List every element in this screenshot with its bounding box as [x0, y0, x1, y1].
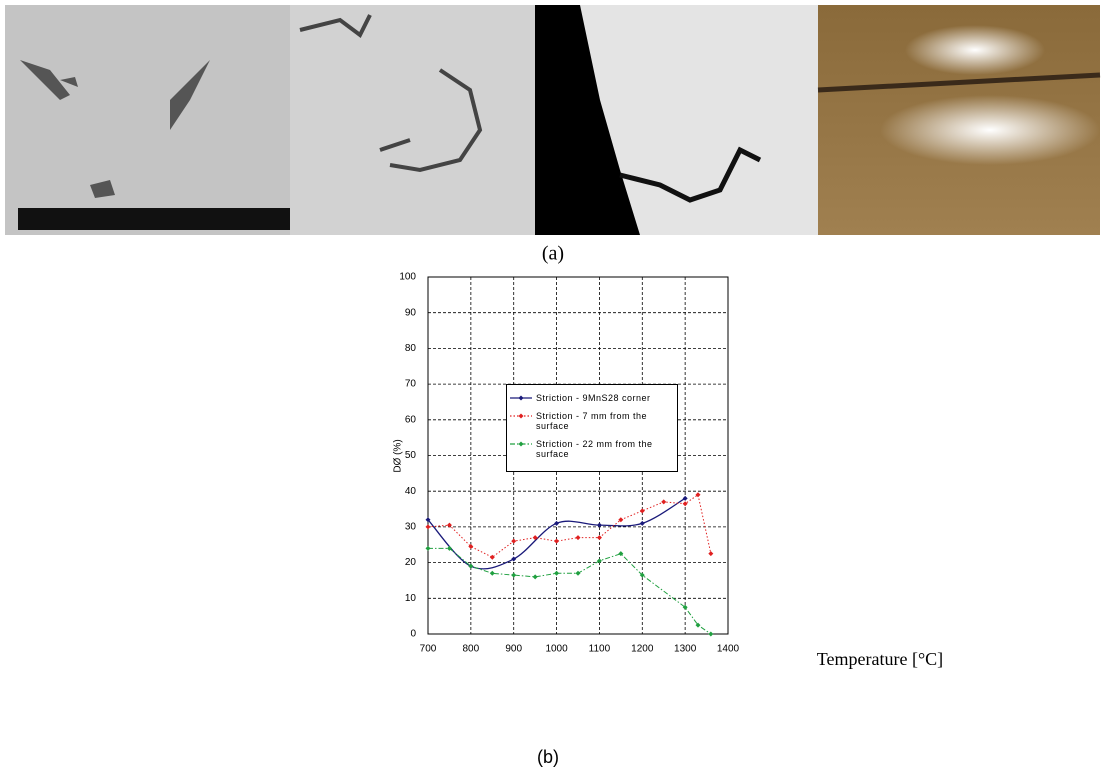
y-tick-label: 90	[405, 307, 417, 318]
data-point	[661, 499, 666, 504]
x-tick-label: 1200	[631, 644, 654, 655]
y-tick-label: 40	[405, 486, 417, 497]
data-point	[426, 524, 431, 529]
y-axis-label: DØ (%)	[393, 439, 404, 472]
data-point	[490, 571, 495, 576]
data-point	[576, 571, 581, 576]
data-point	[511, 539, 516, 544]
x-tick-label: 900	[505, 644, 522, 655]
legend: Striction - 9MnS28 corner Striction - 7 m…	[506, 384, 678, 472]
x-tick-label: 800	[463, 644, 480, 655]
panel-label: (a)	[542, 243, 564, 265]
x-tick-label: 1400	[717, 644, 740, 655]
y-tick-label: 0	[410, 629, 416, 640]
data-point	[533, 574, 538, 579]
data-point	[426, 546, 431, 551]
legend-label: Striction - 9MnS28 corner	[536, 393, 651, 403]
data-point	[597, 558, 602, 563]
data-point	[597, 523, 602, 528]
micrographs	[5, 5, 1100, 235]
legend-label: Striction - 7 mm from the surface	[536, 411, 675, 431]
data-point	[554, 539, 559, 544]
legend-entry: Striction - 7 mm from the surface	[509, 411, 675, 431]
data-point	[511, 557, 516, 562]
page: (a) (b) Temperature [°C] DØ (%) 0 10 20 30 4…	[0, 0, 1106, 773]
y-tick-label: 70	[405, 379, 417, 390]
y-tick-label: 60	[405, 414, 417, 425]
legend-marker	[519, 442, 524, 447]
y-tick-label: 100	[399, 272, 416, 283]
data-point	[597, 535, 602, 540]
legend-entry: Striction - 9MnS28 corner	[509, 393, 675, 403]
data-point	[511, 573, 516, 578]
data-point	[708, 632, 713, 637]
y-tick-label: 50	[405, 450, 417, 461]
x-tick-label: 1000	[545, 644, 568, 655]
x-tick-label: 1300	[674, 644, 697, 655]
x-axis-label: Temperature [°C]	[817, 649, 943, 669]
x-tick-label: 700	[420, 644, 437, 655]
x-tick-label: 1100	[589, 644, 611, 655]
y-tick-label: 80	[405, 343, 417, 354]
y-tick-label: 20	[405, 557, 417, 568]
y-tick-label: 30	[405, 522, 417, 533]
legend-marker	[519, 414, 524, 419]
legend-marker	[519, 396, 524, 401]
data-point	[554, 521, 559, 526]
series-line	[428, 548, 711, 634]
legend-swatch	[509, 411, 533, 421]
data-point	[640, 508, 645, 513]
panel-label: (b)	[537, 747, 559, 767]
legend-swatch	[509, 393, 533, 403]
data-point	[576, 535, 581, 540]
y-tick-label: 10	[405, 593, 417, 604]
legend-swatch	[509, 439, 533, 449]
data-point	[708, 551, 713, 556]
data-point	[640, 521, 645, 526]
legend-label: Striction - 22 mm from the surface	[536, 439, 675, 459]
data-point	[447, 523, 452, 528]
data-point	[554, 571, 559, 576]
legend-entry: Striction - 22 mm from the surface	[509, 439, 675, 459]
